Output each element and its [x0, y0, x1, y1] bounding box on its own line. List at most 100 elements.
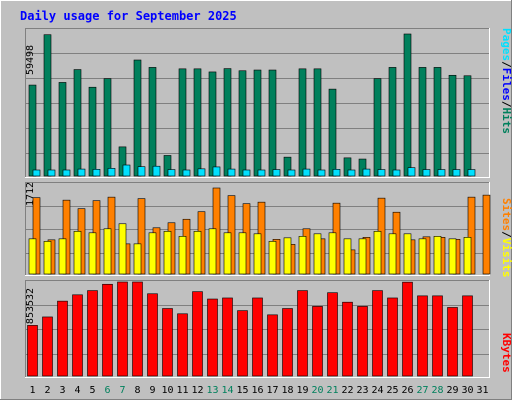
x-tick-label-day-1: 1	[29, 385, 35, 396]
x-tick-label-day-9: 9	[149, 385, 155, 396]
bar-hits-day-6	[103, 78, 112, 177]
bar-kbytes-day-11	[177, 313, 188, 377]
bar-pages-day-27	[422, 169, 431, 177]
legend-files: Files	[500, 68, 512, 101]
bar-kbytes-day-18	[282, 308, 293, 377]
x-tick-label-day-3: 3	[59, 385, 65, 396]
legend-pages: Pages	[500, 28, 512, 61]
x-tick-label-day-26: 26	[401, 385, 413, 396]
legend-sites: Sites	[500, 198, 512, 231]
bar-pages-day-17	[272, 169, 281, 177]
bar-hits-day-11	[178, 68, 187, 177]
legend-bottom: KBytes	[500, 333, 512, 373]
bar-hits-day-27	[418, 67, 427, 177]
x-tick-label-day-21: 21	[326, 385, 338, 396]
x-tick-label-day-13: 13	[206, 385, 218, 396]
bar-hits-day-23	[358, 158, 367, 177]
x-axis-day-labels: 1 2 3 4 5 6 7 8 9 10 11 12 13 14 15 16 17 18 19 20 21 22 23 24 2…	[29, 385, 488, 396]
bar-visits-day-25	[388, 233, 397, 275]
bar-kbytes-day-29	[447, 307, 458, 377]
bar-hits-day-5	[88, 86, 97, 177]
bar-visits-day-23	[358, 238, 367, 275]
bar-visits-day-27	[418, 238, 427, 275]
bar-hits-day-2	[43, 34, 52, 177]
x-tick-label-day-5: 5	[89, 385, 95, 396]
bar-kbytes-day-15	[237, 310, 248, 377]
bar-hits-day-28	[433, 67, 442, 177]
bar-pages-day-26	[407, 167, 416, 177]
bar-pages-day-1	[32, 169, 41, 177]
bar-pages-day-13	[212, 166, 221, 177]
bar-hits-day-10	[163, 155, 172, 177]
bar-sites-day-3	[62, 199, 71, 275]
bar-pages-day-12	[197, 168, 206, 177]
bar-kbytes-day-25	[387, 297, 398, 377]
x-tick-label-day-11: 11	[176, 385, 188, 396]
x-tick-label-day-7: 7	[119, 385, 125, 396]
bar-hits-day-1	[28, 84, 37, 177]
bar-visits-day-17	[268, 241, 277, 275]
bar-pages-day-28	[437, 169, 446, 177]
bar-hits-day-15	[238, 70, 247, 177]
bar-pages-day-10	[167, 169, 176, 177]
bar-pages-day-4	[77, 168, 86, 177]
legend-top: Pages/Files/Hits	[500, 28, 512, 134]
bar-visits-day-18	[283, 237, 292, 275]
y-max-label-sites: 1712	[25, 182, 36, 206]
x-tick-label-day-8: 8	[134, 385, 140, 396]
bar-visits-day-11	[178, 236, 187, 275]
legend-sep-3: /	[500, 231, 512, 238]
bar-pages-day-11	[182, 169, 191, 177]
x-tick-label-day-6: 6	[104, 385, 110, 396]
bar-kbytes-day-10	[162, 308, 173, 377]
legend-hits: Hits	[500, 108, 512, 135]
bar-pages-day-15	[242, 169, 251, 177]
bar-kbytes-day-27	[417, 295, 428, 377]
bar-visits-day-7	[118, 223, 127, 275]
x-tick-label-day-12: 12	[191, 385, 203, 396]
bar-hits-day-30	[463, 75, 472, 177]
bar-pages-day-9	[152, 165, 161, 177]
bar-pages-day-20	[317, 169, 326, 177]
legend-kbytes: KBytes	[500, 333, 512, 373]
x-tick-label-day-23: 23	[356, 385, 368, 396]
bar-hits-day-26	[403, 33, 412, 177]
bar-kbytes-day-13	[207, 298, 218, 377]
bar-kbytes-day-6	[102, 283, 113, 377]
x-tick-label-day-10: 10	[161, 385, 173, 396]
bar-kbytes-day-5	[87, 290, 98, 377]
bar-hits-day-29	[448, 74, 457, 177]
x-tick-label-day-25: 25	[386, 385, 398, 396]
bar-hits-day-8	[133, 59, 142, 177]
bar-hits-day-7	[118, 146, 127, 177]
bar-visits-day-9	[148, 232, 157, 275]
bar-kbytes-day-22	[342, 301, 353, 377]
bar-kbytes-day-4	[72, 294, 83, 377]
bar-visits-day-4	[73, 231, 82, 275]
bar-kbytes-day-28	[432, 295, 443, 377]
x-tick-label-day-24: 24	[371, 385, 383, 396]
bar-visits-day-26	[403, 233, 412, 275]
bar-pages-day-18	[287, 169, 296, 177]
bar-kbytes-day-7	[117, 281, 128, 377]
x-tick-label-day-15: 15	[236, 385, 248, 396]
bar-visits-day-1	[28, 238, 37, 275]
x-tick-label-day-4: 4	[74, 385, 80, 396]
bar-pages-day-19	[302, 168, 311, 177]
bar-hits-day-4	[73, 69, 82, 177]
bar-visits-day-6	[103, 228, 112, 275]
bar-hits-day-24	[373, 78, 382, 177]
bar-visits-day-13	[208, 228, 217, 275]
y-max-label-kbytes: 853532	[25, 288, 36, 324]
bar-sites-day-31	[482, 194, 491, 275]
x-tick-label-day-2: 2	[44, 385, 50, 396]
y-max-label-hits: 59498	[25, 45, 36, 75]
bar-visits-day-29	[448, 238, 457, 275]
bar-sites-day-1	[32, 197, 41, 275]
bar-kbytes-day-24	[372, 290, 383, 377]
bar-hits-day-12	[193, 68, 202, 177]
bar-visits-day-28	[433, 236, 442, 275]
bar-pages-day-7	[122, 164, 131, 177]
bar-hits-day-9	[148, 67, 157, 177]
